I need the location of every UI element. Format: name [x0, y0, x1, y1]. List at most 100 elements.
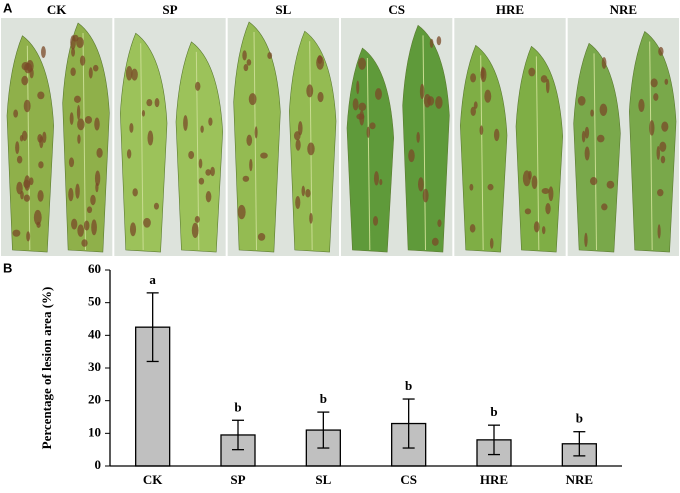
leaf-vein [253, 31, 257, 251]
photo-label: SL [275, 2, 291, 17]
lesion [195, 81, 201, 91]
significance-letter: b [405, 378, 412, 393]
leaf [402, 24, 450, 253]
lesion [660, 155, 666, 164]
lesion [70, 67, 76, 77]
x-tick-label: NRE [566, 472, 593, 487]
lesion [656, 146, 661, 160]
lesion [16, 181, 23, 195]
lesion [91, 219, 97, 236]
lesion [69, 112, 74, 125]
leaf-vein [593, 53, 597, 251]
lesion [601, 203, 608, 211]
lesion [577, 96, 586, 106]
lesion [584, 126, 590, 139]
lesion [242, 50, 247, 61]
lesion [198, 177, 205, 185]
lesion [246, 59, 252, 66]
lesion [305, 189, 311, 198]
lesion [470, 106, 476, 116]
lesion [23, 194, 31, 202]
photo-panel: CK SP SL CS HRE NRE [1, 2, 679, 256]
lesion [366, 126, 370, 138]
lesion [208, 117, 213, 126]
lesion [77, 118, 85, 131]
lesion [191, 222, 199, 239]
lesion [372, 215, 379, 226]
lesion [489, 238, 494, 249]
lesion [429, 38, 434, 48]
lesion [12, 229, 21, 237]
photo-label: HRE [496, 2, 524, 17]
lesion [293, 131, 301, 141]
lesion [13, 109, 19, 118]
lesion [528, 170, 532, 180]
lesion [356, 113, 365, 120]
lesion [37, 91, 45, 100]
lesion [309, 212, 313, 224]
leaf [62, 22, 110, 253]
lesion [581, 130, 586, 143]
lesion [649, 120, 655, 136]
lesion [68, 157, 75, 168]
lesion [653, 93, 659, 101]
leaf-vein [82, 33, 86, 251]
lesion [479, 125, 484, 136]
x-tick-label: CK [143, 472, 163, 487]
lesion [84, 115, 93, 124]
lesion [431, 237, 439, 246]
lesion [375, 88, 382, 100]
lesion [23, 99, 31, 113]
x-tick-label: HRE [480, 472, 508, 487]
lesion [435, 96, 443, 109]
significance-letter: b [234, 399, 241, 414]
error-bar [488, 424, 500, 456]
lesion [83, 220, 90, 231]
leaf-vein [140, 43, 144, 251]
lesion [487, 183, 494, 191]
lesion [194, 215, 200, 223]
lesion [146, 98, 153, 107]
y-tick-label: 60 [88, 261, 101, 276]
error-bar [402, 398, 415, 449]
lesion [590, 109, 594, 117]
significance-letter: b [576, 411, 583, 426]
lesion [358, 102, 367, 112]
significance-letter: a [149, 272, 156, 287]
lesion [188, 150, 195, 160]
lesion [37, 133, 43, 143]
lesion [129, 122, 134, 133]
lesion [131, 68, 138, 81]
lesion [86, 206, 93, 214]
lesion [584, 146, 590, 161]
leaf-vein [366, 58, 371, 251]
lesion [24, 62, 33, 74]
lesion [356, 80, 360, 95]
panel-label: B [3, 260, 12, 275]
lesion [352, 98, 359, 111]
lesion [548, 186, 554, 202]
lesion [141, 109, 146, 117]
lesion [243, 64, 249, 72]
lesion [129, 222, 137, 237]
lesion [480, 66, 485, 79]
lesion [470, 73, 477, 83]
lesion [205, 191, 212, 203]
lesion [132, 188, 138, 197]
lesion [237, 204, 246, 220]
lesion [73, 95, 81, 103]
error-bar [146, 292, 159, 363]
y-tick-label: 30 [88, 359, 101, 374]
lesion [657, 224, 661, 239]
lesion [76, 105, 81, 120]
lesion [92, 64, 99, 72]
lesion [469, 224, 476, 233]
significance-letter: b [490, 404, 497, 419]
lesion [659, 141, 667, 152]
lesion [423, 94, 431, 108]
lesion [658, 46, 664, 56]
lesion [88, 67, 93, 79]
lesion [422, 188, 429, 203]
lesion [545, 202, 551, 215]
lesion [545, 78, 550, 94]
